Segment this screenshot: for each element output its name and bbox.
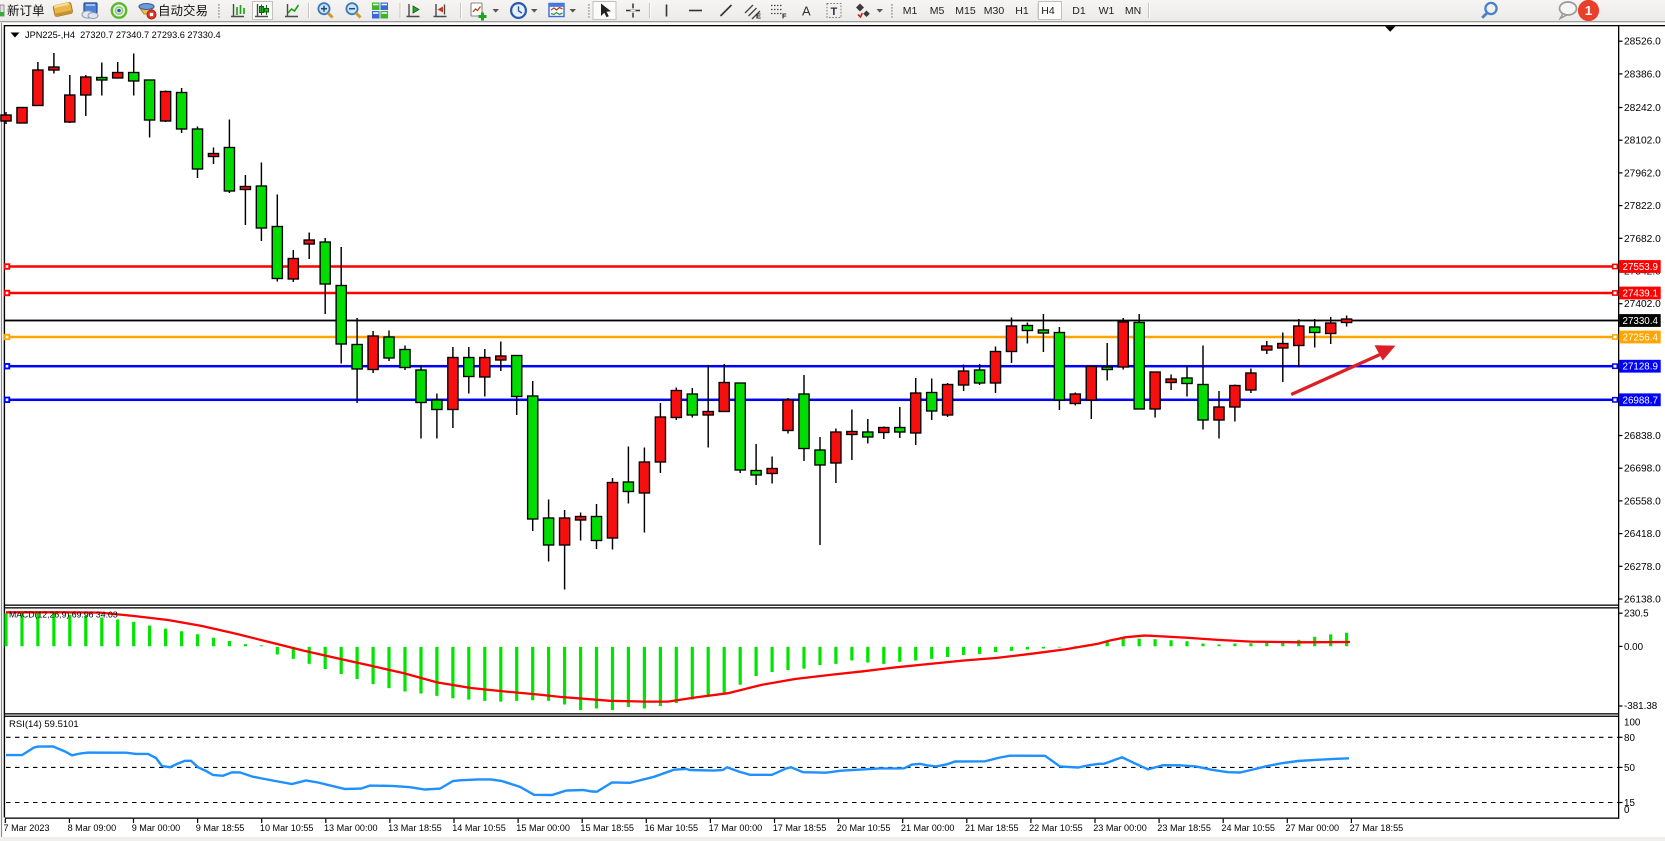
svg-text:230.5: 230.5 [1624, 609, 1649, 620]
svg-text:MACD(12,26,9) 69.96 34.03: MACD(12,26,9) 69.96 34.03 [9, 610, 118, 620]
svg-text:16 Mar 10:55: 16 Mar 10:55 [645, 823, 699, 833]
svg-text:26838.0: 26838.0 [1624, 431, 1661, 442]
svg-text:1: 1 [1585, 3, 1592, 18]
svg-text:80: 80 [1624, 733, 1635, 744]
svg-text:13 Mar 00:00: 13 Mar 00:00 [324, 823, 378, 833]
svg-text:8 Mar 09:00: 8 Mar 09:00 [68, 823, 117, 833]
svg-text:M30: M30 [984, 5, 1005, 17]
svg-text:W1: W1 [1099, 5, 1115, 17]
svg-text:15 Mar 18:55: 15 Mar 18:55 [580, 823, 634, 833]
svg-text:MN: MN [1125, 5, 1141, 17]
svg-text:10 Mar 10:55: 10 Mar 10:55 [260, 823, 314, 833]
svg-text:28242.0: 28242.0 [1624, 103, 1661, 114]
svg-text:28526.0: 28526.0 [1624, 37, 1661, 48]
svg-text:M5: M5 [930, 5, 945, 17]
svg-text:20 Mar 10:55: 20 Mar 10:55 [837, 823, 891, 833]
svg-text:H1: H1 [1015, 5, 1029, 17]
svg-text:15: 15 [1624, 798, 1635, 809]
svg-text:27 Mar 18:55: 27 Mar 18:55 [1350, 823, 1404, 833]
svg-text:27128.9: 27128.9 [1623, 362, 1658, 373]
svg-text:17 Mar 00:00: 17 Mar 00:00 [709, 823, 763, 833]
svg-text:9 Mar 18:55: 9 Mar 18:55 [196, 823, 245, 833]
svg-text:F: F [782, 12, 787, 21]
svg-text:26698.0: 26698.0 [1624, 464, 1661, 475]
svg-text:27439.1: 27439.1 [1623, 289, 1658, 300]
svg-text:27330.4: 27330.4 [1623, 316, 1659, 327]
svg-text:D1: D1 [1072, 5, 1086, 17]
svg-text:21 Mar 00:00: 21 Mar 00:00 [901, 823, 955, 833]
svg-text:-381.38: -381.38 [1624, 701, 1658, 712]
svg-text:28386.0: 28386.0 [1624, 69, 1661, 80]
svg-text:A: A [802, 4, 811, 19]
svg-text:27256.4: 27256.4 [1623, 333, 1659, 344]
svg-text:27682.0: 27682.0 [1624, 234, 1661, 245]
svg-text:26138.0: 26138.0 [1624, 595, 1661, 606]
svg-text:27962.0: 27962.0 [1624, 168, 1661, 179]
svg-text:0: 0 [1624, 805, 1630, 816]
svg-text:27822.0: 27822.0 [1624, 201, 1661, 212]
svg-text:22 Mar 10:55: 22 Mar 10:55 [1029, 823, 1083, 833]
svg-text:13 Mar 18:55: 13 Mar 18:55 [388, 823, 442, 833]
svg-text:M15: M15 [955, 5, 976, 17]
svg-text:9 Mar 00:00: 9 Mar 00:00 [132, 823, 181, 833]
svg-text:27402.0: 27402.0 [1624, 299, 1661, 310]
svg-text:E: E [756, 12, 761, 21]
svg-text:24 Mar 10:55: 24 Mar 10:55 [1221, 823, 1275, 833]
svg-text:M1: M1 [903, 5, 918, 17]
svg-text:15 Mar 00:00: 15 Mar 00:00 [516, 823, 570, 833]
svg-text:50: 50 [1624, 763, 1635, 774]
svg-text:26988.7: 26988.7 [1623, 395, 1658, 406]
svg-text:JPN225-,H4 27320.7 27340.7 27: JPN225-,H4 27320.7 27340.7 27293.6 27330… [25, 30, 221, 40]
svg-text:23 Mar 00:00: 23 Mar 00:00 [1093, 823, 1147, 833]
svg-text:21 Mar 18:55: 21 Mar 18:55 [965, 823, 1019, 833]
svg-text:27553.9: 27553.9 [1623, 262, 1658, 273]
svg-text:RSI(14) 59.5101: RSI(14) 59.5101 [9, 719, 79, 730]
svg-text:23 Mar 18:55: 23 Mar 18:55 [1157, 823, 1211, 833]
svg-text:17 Mar 18:55: 17 Mar 18:55 [773, 823, 827, 833]
svg-text:26278.0: 26278.0 [1624, 562, 1661, 573]
svg-text:T: T [831, 6, 838, 18]
svg-text:7 Mar 2023: 7 Mar 2023 [4, 823, 50, 833]
svg-text:H4: H4 [1041, 5, 1055, 17]
svg-text:28102.0: 28102.0 [1624, 136, 1661, 147]
svg-text:26418.0: 26418.0 [1624, 529, 1661, 540]
svg-text:100: 100 [1624, 717, 1641, 728]
svg-text:26558.0: 26558.0 [1624, 496, 1661, 507]
svg-text:0.00: 0.00 [1624, 642, 1644, 653]
svg-text:新订单: 新订单 [7, 3, 45, 18]
svg-text:自动交易: 自动交易 [158, 3, 208, 18]
svg-text:14 Mar 10:55: 14 Mar 10:55 [452, 823, 506, 833]
svg-text:27 Mar 00:00: 27 Mar 00:00 [1286, 823, 1340, 833]
